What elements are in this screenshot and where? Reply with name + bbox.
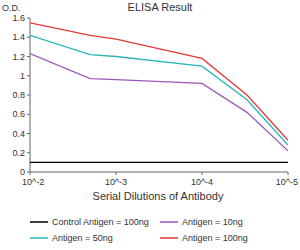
legend-label: Antigen = 100ng <box>182 233 248 243</box>
legend-label: Antigen = 50ng <box>52 233 113 243</box>
y-tick <box>27 75 30 76</box>
x-tick-label: 10^-3 <box>105 177 127 187</box>
chart: ELISA Result O.D. 0 0.2 0.4 0.6 0.8 1 1.2 1.4 1.6 1… <box>0 0 300 250</box>
series-line <box>30 162 288 163</box>
legend-swatch <box>160 237 178 239</box>
legend-swatch <box>30 221 48 223</box>
y-tick <box>27 37 30 38</box>
series-line <box>30 23 288 140</box>
y-tick-label: 0.8 <box>12 90 25 100</box>
x-axis <box>30 172 288 173</box>
y-tick <box>27 56 30 57</box>
x-label: Serial Dilutions of Antibody <box>93 190 224 202</box>
legend-label: Antigen = 10ng <box>182 217 243 227</box>
x-tick-label: 10^-4 <box>191 177 213 187</box>
y-tick-label: 1.6 <box>12 13 25 23</box>
title: ELISA Result <box>128 1 193 13</box>
y-tick <box>27 95 30 96</box>
y-tick <box>27 18 30 19</box>
y-tick-label: 1.2 <box>12 52 25 62</box>
x-tick <box>288 172 289 175</box>
y-label: O.D. <box>2 3 21 13</box>
y-tick <box>27 133 30 134</box>
y-tick-label: 1 <box>20 71 25 81</box>
legend-swatch <box>30 237 48 239</box>
chart-container: ELISA Result O.D. 0 0.2 0.4 0.6 0.8 1 1.2 1.4 1.6 1… <box>0 0 300 250</box>
legend-swatch <box>160 221 178 223</box>
y-tick-label: 0.2 <box>12 148 25 158</box>
x-tick <box>30 172 31 175</box>
x-tick <box>116 172 117 175</box>
y-tick-label: 0.6 <box>12 109 25 119</box>
plot-area <box>30 23 288 163</box>
y-tick <box>27 114 30 115</box>
x-tick-label: 10^-5 <box>276 177 298 187</box>
x-tick-label: 10^-2 <box>22 177 44 187</box>
legend-label: Control Antigen = 100ng <box>52 217 149 227</box>
y-tick <box>27 152 30 153</box>
x-tick <box>202 172 203 175</box>
y-tick-label: 1.4 <box>12 32 25 42</box>
y-tick-label: 0.4 <box>12 129 25 139</box>
y-tick-label: 0 <box>20 167 25 177</box>
series-line <box>30 35 288 145</box>
